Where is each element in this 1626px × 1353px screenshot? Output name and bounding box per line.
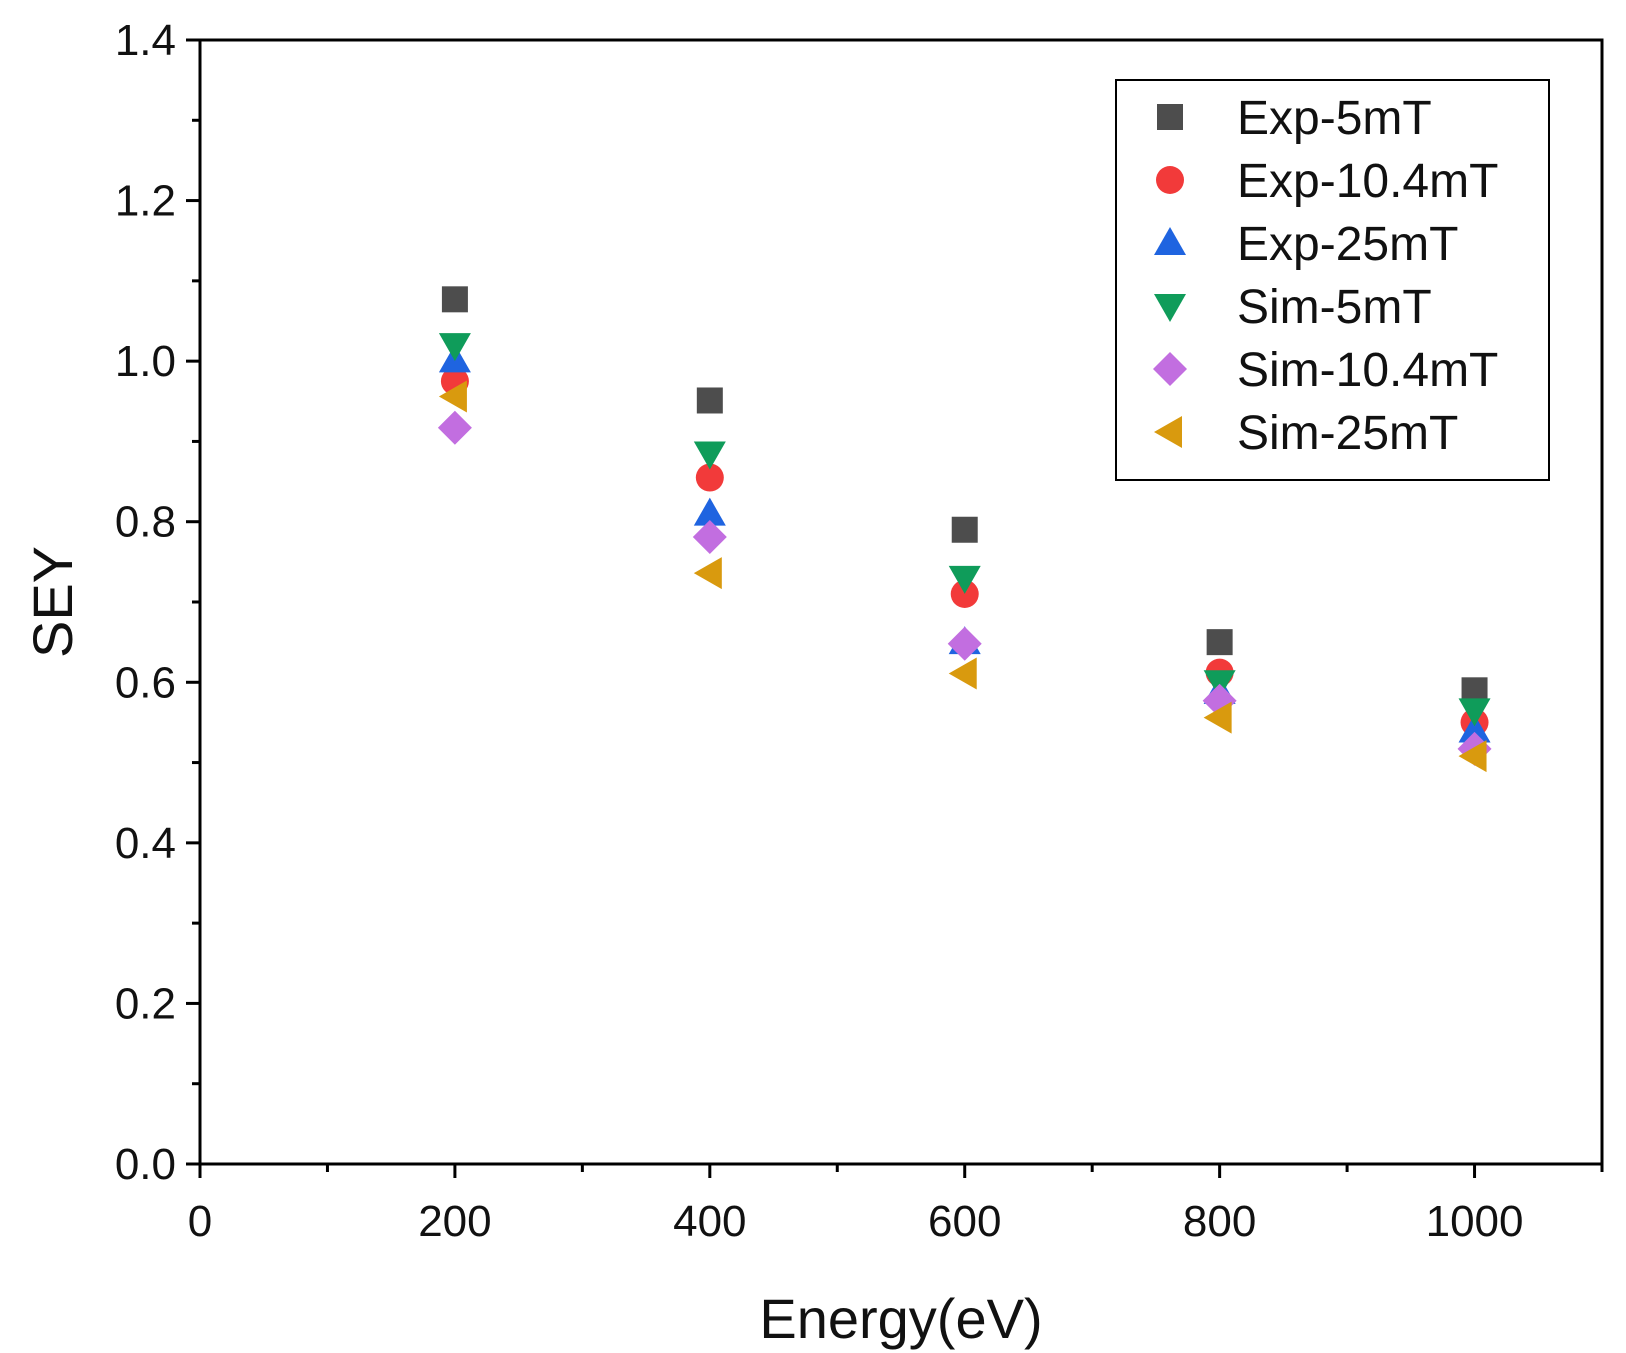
legend: Exp-5mT Exp-10.4mT Exp-25mT Sim-5mT Sim-10.4…	[1115, 79, 1550, 481]
legend-marker-sim-5mt	[1154, 294, 1186, 322]
point-sim-10-4mt	[947, 626, 982, 661]
point-sim-25mt	[1458, 740, 1487, 773]
point-sim-25mt	[948, 657, 977, 690]
legend-marker-exp-25mt	[1154, 227, 1186, 255]
point-sim-5mt	[693, 441, 726, 470]
point-sim-10-4mt	[437, 410, 472, 445]
x-tick-label: 1000	[1426, 1197, 1524, 1246]
legend-label-exp-25mt: Exp-25mT	[1237, 218, 1458, 271]
legend-marker-exp-5mt	[1157, 104, 1183, 130]
x-tick-label: 800	[1183, 1197, 1256, 1246]
point-sim-5mt	[438, 333, 471, 362]
legend-label-exp-5mt: Exp-5mT	[1237, 92, 1432, 145]
legend-label-exp-10-4mt: Exp-10.4mT	[1237, 155, 1498, 208]
y-tick-label: 0.4	[115, 819, 176, 868]
x-tick-label: 400	[673, 1197, 746, 1246]
point-exp-5mt	[441, 286, 468, 313]
point-exp-10-4mt	[695, 463, 724, 492]
legend-marker-sim-25mt	[1154, 416, 1182, 448]
legend-label-sim-5mt: Sim-5mT	[1237, 281, 1432, 334]
x-axis: 0 200 400 600 800 1000	[188, 1164, 1604, 1246]
point-sim-5mt	[1458, 698, 1491, 727]
data-points	[437, 286, 1492, 773]
y-tick-label: 0.6	[115, 658, 176, 707]
y-tick-label: 1.2	[115, 177, 176, 226]
legend-label-sim-10-4mt: Sim-10.4mT	[1237, 344, 1498, 397]
legend-label-sim-25mt: Sim-25mT	[1237, 407, 1458, 460]
point-exp-25mt	[1458, 714, 1491, 743]
x-tick-label: 0	[188, 1197, 212, 1246]
point-sim-5mt	[948, 565, 981, 594]
x-tick-label: 200	[418, 1197, 491, 1246]
point-exp-5mt	[696, 387, 723, 414]
point-sim-25mt	[438, 380, 467, 413]
y-tick-label: 1.4	[115, 16, 176, 65]
y-tick-label: 0.2	[115, 979, 176, 1028]
y-axis: 0.0 0.2 0.4 0.6 0.8 1.0 1.2 1.4	[115, 16, 200, 1189]
point-exp-10-4mt	[950, 579, 979, 608]
point-exp-5mt	[951, 516, 978, 543]
legend-marker-sim-10-4mt	[1153, 352, 1187, 386]
point-sim-25mt	[1203, 701, 1232, 734]
y-tick-label: 0.8	[115, 498, 176, 547]
x-tick-label: 600	[928, 1197, 1001, 1246]
point-exp-5mt	[1206, 629, 1233, 656]
legend-box	[1115, 79, 1550, 481]
y-tick-label: 0.0	[115, 1140, 176, 1189]
point-exp-25mt	[693, 497, 726, 526]
point-sim-25mt	[693, 557, 722, 590]
y-axis-title: SEY	[21, 546, 84, 658]
legend-marker-exp-10-4mt	[1156, 166, 1184, 194]
x-axis-title: Energy(eV)	[759, 1287, 1042, 1350]
point-sim-10-4mt	[692, 519, 727, 554]
y-tick-label: 1.0	[115, 337, 176, 386]
